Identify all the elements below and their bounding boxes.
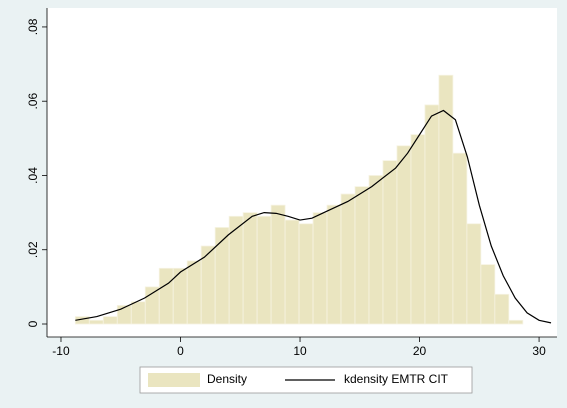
x-tick-label: 10 — [293, 344, 307, 358]
bar — [382, 160, 398, 325]
bar — [452, 152, 468, 325]
bar — [186, 260, 202, 325]
bar — [298, 223, 314, 325]
bar — [88, 319, 104, 325]
bar — [130, 301, 146, 325]
bar — [480, 264, 496, 325]
y-tick-label: .06 — [26, 93, 40, 110]
bar — [158, 267, 174, 325]
bar — [340, 193, 356, 325]
bar — [494, 293, 510, 325]
density-line — [75, 109, 552, 324]
bar — [466, 223, 482, 325]
bar — [326, 204, 342, 325]
bar — [116, 305, 132, 325]
x-tick-label: -10 — [52, 344, 70, 358]
y-tick-label: 0 — [26, 320, 40, 327]
bar — [354, 186, 370, 325]
x-tick-label: 20 — [413, 344, 427, 358]
bar — [242, 212, 258, 325]
y-tick-label: .08 — [26, 18, 40, 35]
x-tick-label: 0 — [177, 344, 184, 358]
legend-label: Density — [207, 372, 247, 386]
bar — [410, 134, 426, 325]
bar — [284, 219, 300, 325]
bar — [214, 227, 230, 325]
bar — [396, 145, 412, 325]
bar — [368, 175, 384, 325]
bar — [102, 316, 118, 325]
bar — [424, 104, 440, 325]
bar — [312, 212, 328, 325]
y-tick-label: .04 — [26, 167, 40, 184]
y-tick-label: .02 — [26, 241, 40, 258]
bar — [256, 215, 272, 325]
legend-swatch — [148, 373, 200, 387]
bar — [508, 319, 524, 325]
bar — [270, 204, 286, 325]
bar — [144, 286, 160, 325]
x-tick-label: 30 — [532, 344, 546, 358]
legend-label: kdensity EMTR CIT — [344, 372, 449, 386]
